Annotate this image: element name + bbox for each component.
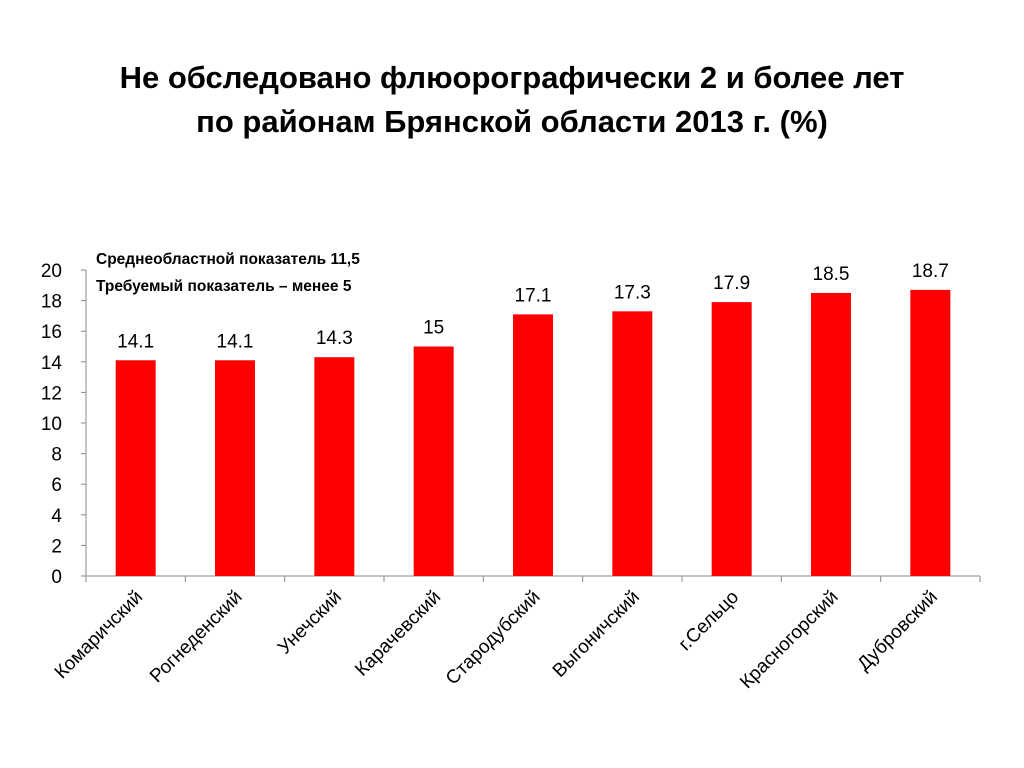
bars <box>115 289 951 576</box>
axes: 0 2 4 6 8 10 12 14 16 18 20 <box>41 261 981 588</box>
category-label: Дубровский <box>854 587 942 675</box>
bar <box>910 289 951 576</box>
category-label: г.Сельцо <box>675 587 743 655</box>
chart-title-line-1: Не обследовано флюорографически 2 и боле… <box>119 60 905 95</box>
y-tick-label: 12 <box>41 383 62 404</box>
bar <box>513 314 553 576</box>
category-label: Выгоничский <box>549 587 644 682</box>
bar <box>115 360 156 576</box>
y-tick-label: 6 <box>51 475 62 496</box>
bar <box>215 360 255 576</box>
y-tick-label: 18 <box>41 292 62 313</box>
bar <box>413 346 454 576</box>
data-label: 17.1 <box>515 285 552 306</box>
category-label: Унечский <box>274 587 346 659</box>
data-label: 17.9 <box>713 273 750 294</box>
regional-average-note: Среднеобластной показатель 11,5 <box>96 251 360 268</box>
category-label: Рогнеденский <box>146 587 247 688</box>
data-label: 14.1 <box>217 331 254 352</box>
category-label: Комаричский <box>51 587 147 683</box>
y-tick-label: 4 <box>51 506 62 527</box>
data-label: 14.1 <box>117 331 154 352</box>
category-label: Стародубский <box>442 587 545 690</box>
data-label: 18.7 <box>912 261 949 282</box>
bar <box>612 311 653 576</box>
data-label: 17.3 <box>614 282 651 303</box>
y-tick-label: 10 <box>41 414 62 435</box>
data-label: 15 <box>423 318 444 339</box>
bar <box>711 302 752 576</box>
data-labels: 14.1 14.1 14.3 15 17.1 17.3 17.9 18.5 18.7 <box>117 261 949 352</box>
y-tick-label: 8 <box>51 445 62 466</box>
category-label: Карачевский <box>351 587 445 681</box>
bar <box>314 357 355 576</box>
data-label: 14.3 <box>316 328 353 349</box>
y-tick-label: 0 <box>51 567 62 588</box>
y-tick-label: 14 <box>41 353 63 374</box>
y-tick-label: 2 <box>51 536 62 557</box>
chart-title: Не обследовано флюорографически 2 и боле… <box>0 56 1024 144</box>
y-tick-label: 16 <box>41 322 62 343</box>
y-tick-label: 20 <box>41 261 62 282</box>
bar <box>811 292 851 576</box>
data-label: 18.5 <box>813 264 850 285</box>
required-target-note: Требуемый показатель – менее 5 <box>96 278 352 295</box>
category-label: Красногорский <box>736 587 842 693</box>
chart-title-line-2: по районам Брянской области 2013 г. (%) <box>196 104 828 139</box>
